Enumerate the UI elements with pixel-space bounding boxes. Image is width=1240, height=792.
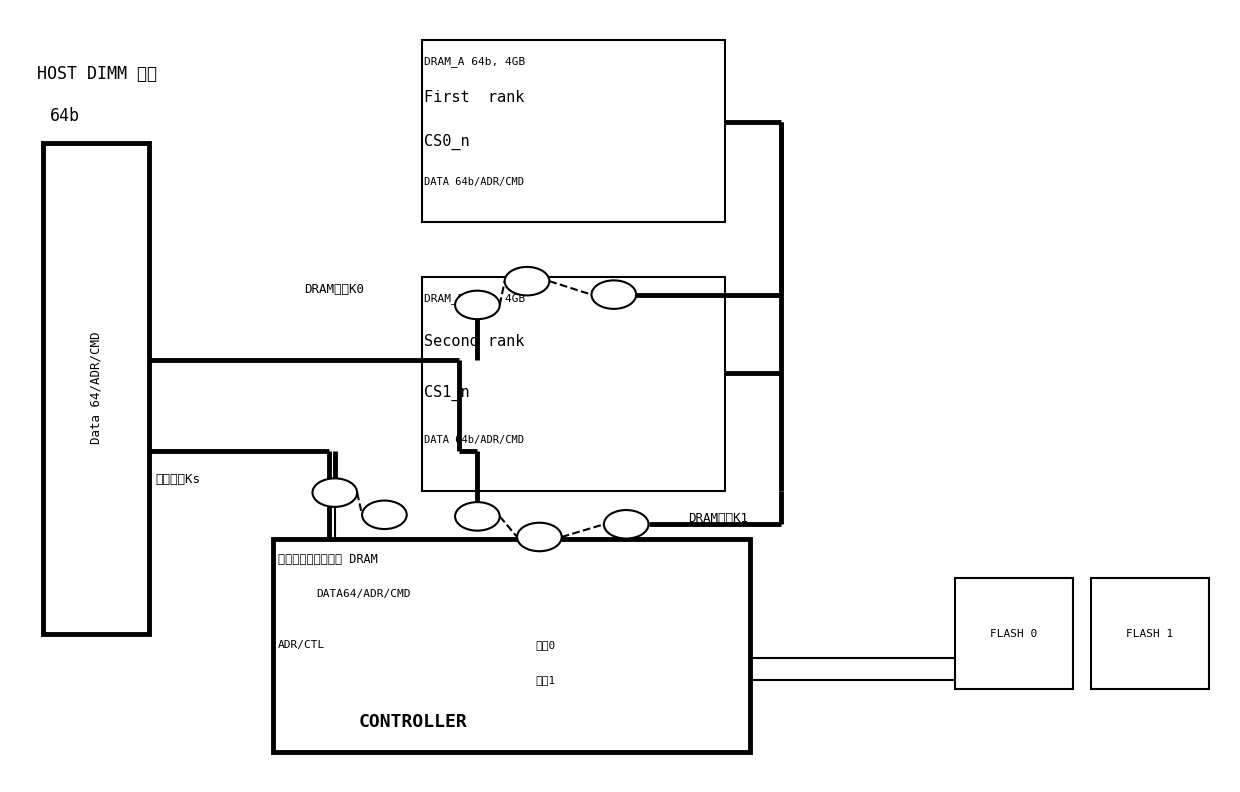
Circle shape <box>455 291 500 319</box>
Text: CS0_n: CS0_n <box>424 134 470 150</box>
Text: Data 64/ADR/CMD: Data 64/ADR/CMD <box>89 332 103 444</box>
Text: ADR/CTL: ADR/CTL <box>278 641 325 650</box>
Text: DATA 64b/ADR/CMD: DATA 64b/ADR/CMD <box>424 177 523 187</box>
Circle shape <box>517 523 562 551</box>
Circle shape <box>362 501 407 529</box>
Circle shape <box>604 510 649 539</box>
Text: DRAM_B 64b, 4GB: DRAM_B 64b, 4GB <box>424 293 525 304</box>
Text: 64b: 64b <box>50 107 79 125</box>
Circle shape <box>312 478 357 507</box>
Text: DATA64/ADR/CMD: DATA64/ADR/CMD <box>316 589 410 600</box>
Bar <box>1091 578 1209 689</box>
Text: CS1_n: CS1_n <box>424 385 470 401</box>
Bar <box>422 40 725 222</box>
Text: HOST DIMM 接口: HOST DIMM 接口 <box>37 65 157 83</box>
Text: 閃存1: 閃存1 <box>536 675 556 685</box>
Circle shape <box>591 280 636 309</box>
Bar <box>955 578 1073 689</box>
Text: DRAM选择K1: DRAM选择K1 <box>688 512 748 525</box>
Circle shape <box>505 267 549 295</box>
Text: FLASH 1: FLASH 1 <box>1126 629 1174 638</box>
Text: FLASH 0: FLASH 0 <box>990 629 1038 638</box>
Text: 状态选择Ks: 状态选择Ks <box>155 473 200 485</box>
Bar <box>43 143 149 634</box>
Text: First  rank: First rank <box>424 90 525 105</box>
Text: DRAM选择K0: DRAM选择K0 <box>304 283 363 295</box>
Bar <box>273 539 750 752</box>
Text: DRAM_A 64b, 4GB: DRAM_A 64b, 4GB <box>424 56 525 67</box>
Bar <box>422 277 725 491</box>
Text: 辅助通道　控制器至 DRAM: 辅助通道 控制器至 DRAM <box>278 554 377 566</box>
Text: Second rank: Second rank <box>424 334 525 348</box>
Circle shape <box>455 502 500 531</box>
Text: CONTROLLER: CONTROLLER <box>358 714 467 732</box>
Text: DATA 64b/ADR/CMD: DATA 64b/ADR/CMD <box>424 435 523 445</box>
Text: 閃存0: 閃存0 <box>536 641 556 650</box>
